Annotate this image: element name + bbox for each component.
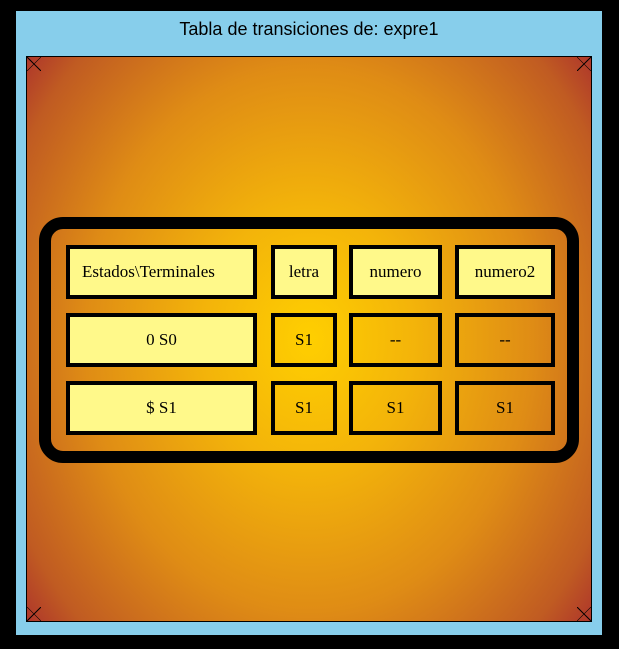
- header-cell-estados: Estados\Terminales: [66, 245, 257, 299]
- corner-marker-icon: [577, 607, 591, 621]
- header-cell-numero: numero: [349, 245, 442, 299]
- transition-table: Estados\Terminales letra numero numero2 …: [39, 217, 579, 463]
- header-cell-letra: letra: [271, 245, 337, 299]
- transition-cell: --: [349, 313, 442, 367]
- window-title: Tabla de transiciones de: expre1: [179, 19, 439, 39]
- state-cell-s1: $ S1: [66, 381, 257, 435]
- corner-marker-icon: [27, 607, 41, 621]
- header-cell-numero2: numero2: [455, 245, 555, 299]
- transition-cell: S1: [271, 313, 337, 367]
- transition-cell: S1: [349, 381, 442, 435]
- corner-marker-icon: [577, 57, 591, 71]
- transition-cell: S1: [455, 381, 555, 435]
- transition-cell: --: [455, 313, 555, 367]
- transition-cell: S1: [271, 381, 337, 435]
- corner-marker-icon: [27, 57, 41, 71]
- diagram-canvas: Estados\Terminales letra numero numero2 …: [26, 56, 592, 622]
- state-cell-s0: 0 S0: [66, 313, 257, 367]
